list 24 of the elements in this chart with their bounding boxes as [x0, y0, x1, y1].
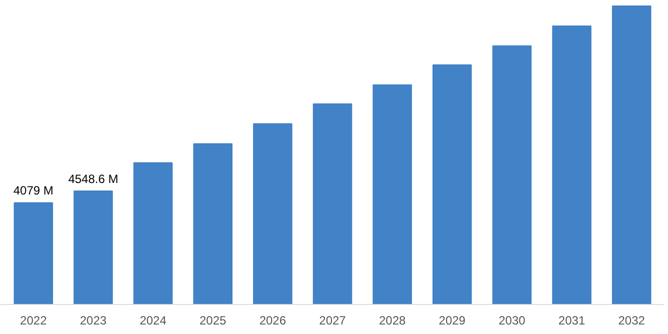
data-label: 4079 M: [13, 184, 54, 198]
x-tick-label: 2027: [319, 314, 346, 328]
bar: [14, 202, 54, 304]
data-label: 4548.6 M: [68, 172, 118, 186]
bar: [612, 5, 652, 304]
x-tick-label: 2031: [558, 314, 586, 328]
bar: [432, 64, 472, 304]
bar: [552, 25, 592, 304]
x-tick-label: 2023: [80, 314, 107, 328]
x-tick-label: 2025: [200, 314, 227, 328]
x-tick-label: 2030: [498, 314, 526, 328]
bar: [193, 143, 233, 304]
x-tick-label: 2026: [259, 314, 286, 328]
x-tick-label: 2022: [20, 314, 48, 328]
bar: [74, 190, 113, 304]
bar: [372, 84, 412, 304]
bar: [312, 103, 352, 304]
bar: [492, 45, 532, 304]
bar: [133, 162, 173, 304]
bar: [253, 123, 292, 304]
x-tick-label: 2032: [618, 314, 646, 328]
x-tick-label: 2028: [378, 314, 406, 328]
x-tick-label: 2024: [140, 314, 167, 328]
x-tick-label: 2029: [438, 314, 466, 328]
